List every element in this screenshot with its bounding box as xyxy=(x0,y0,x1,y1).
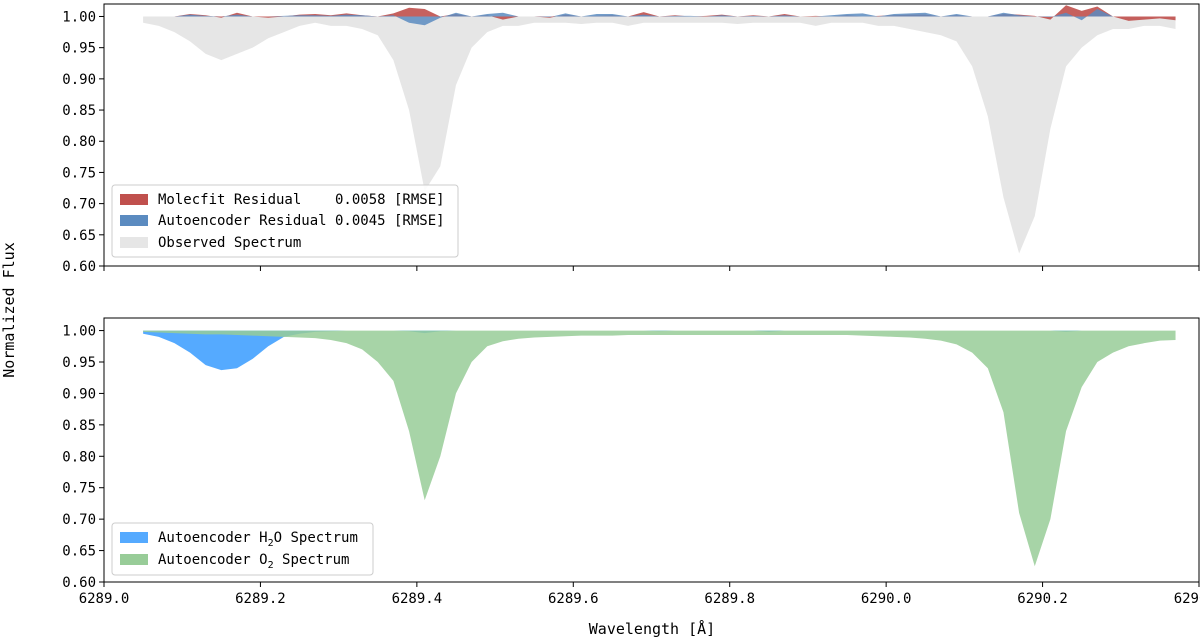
bottom-x-tick-label: 6289.8 xyxy=(704,591,755,607)
legend-swatch-h2o xyxy=(120,532,148,543)
top-x-ticks xyxy=(103,266,1200,271)
legend-label-autoencoder-residual: Autoencoder Residual 0.0045 [RMSE] xyxy=(158,213,445,229)
bottom-y-tick-label: 0.60 xyxy=(62,575,96,591)
bottom-series-autoencoder-o2-spectrum xyxy=(143,330,1176,567)
top-series-observed-spectrum xyxy=(143,16,1176,254)
top-legend-box xyxy=(111,184,459,258)
top-legend: Molecfit Residual 0.0058 [RMSE] Autoenco… xyxy=(111,184,459,258)
legend-swatch-molecfit xyxy=(120,194,148,205)
bottom-x-tick-label: 6289.0 xyxy=(79,591,130,607)
x-axis-title: Wavelength [Å] xyxy=(589,619,715,638)
legend-label-o2-sub: 2 xyxy=(268,560,274,571)
legend-label-o2: Autoencoder O2 Spectrum xyxy=(158,552,349,571)
top-y-tick-label: 0.95 xyxy=(62,41,96,57)
top-panel: 0.60 0.65 0.70 0.75 0.80 0.85 0.90 0.95 1.00 Mol… xyxy=(62,3,1200,275)
top-y-tick-label: 0.90 xyxy=(62,72,96,88)
legend-label-observed: Observed Spectrum xyxy=(158,235,301,251)
top-y-tick-label: 0.85 xyxy=(62,103,96,119)
legend-label-molecfit: Molecfit Residual 0.0058 [RMSE] xyxy=(158,192,445,208)
bottom-y-tick-label: 0.95 xyxy=(62,355,96,371)
top-y-tick-label: 0.60 xyxy=(62,259,96,275)
legend-label-h2o-sub: 2 xyxy=(268,538,274,549)
bottom-y-ticks: 0.60 0.65 0.70 0.75 0.80 0.85 0.90 0.95 1.00 xyxy=(62,324,104,591)
legend-swatch-autoencoder-residual xyxy=(120,215,148,226)
bottom-y-tick-label: 0.90 xyxy=(62,386,96,402)
top-y-tick-label: 0.65 xyxy=(62,228,96,244)
bottom-x-tick-label: 6289.6 xyxy=(548,591,599,607)
legend-label-h2o-tail: O Spectrum xyxy=(274,530,358,546)
y-axis-title: Normalized Flux xyxy=(0,242,18,377)
bottom-y-tick-label: 0.65 xyxy=(62,544,96,560)
legend-label-h2o-main: Autoencoder H xyxy=(158,530,268,546)
bottom-x-tick-label: 6290.4 xyxy=(1174,591,1200,607)
bottom-y-tick-label: 1.00 xyxy=(62,324,96,340)
top-y-tick-label: 1.00 xyxy=(62,9,96,25)
bottom-x-tick-label: 6289.4 xyxy=(392,591,443,607)
top-axes-frame xyxy=(103,3,1200,267)
bottom-axes-frame xyxy=(103,317,1200,583)
top-y-tick-label: 0.75 xyxy=(62,165,96,181)
bottom-series-layer xyxy=(143,330,1176,567)
top-series-autoencoder-residual xyxy=(143,8,1176,26)
legend-swatch-o2 xyxy=(120,554,148,565)
bottom-legend-box xyxy=(111,522,374,576)
top-y-tick-label: 0.70 xyxy=(62,197,96,213)
bottom-y-tick-label: 0.80 xyxy=(62,449,96,465)
bottom-legend: Autoencoder H2O Spectrum Autoencoder O2 … xyxy=(111,522,374,576)
top-y-ticks: 0.60 0.65 0.70 0.75 0.80 0.85 0.90 0.95 1.00 xyxy=(62,9,104,275)
bottom-x-tick-label: 6290.2 xyxy=(1017,591,1068,607)
bottom-x-ticks: 6289.0 6289.2 6289.4 6289.6 6289.8 6290.0 6290… xyxy=(79,582,1200,607)
top-series-layer xyxy=(143,5,1176,254)
bottom-x-tick-label: 6290.0 xyxy=(861,591,912,607)
bottom-y-tick-label: 0.75 xyxy=(62,481,96,497)
legend-label-o2-main: Autoencoder O xyxy=(158,552,268,568)
bottom-y-tick-label: 0.85 xyxy=(62,418,96,434)
top-y-tick-label: 0.80 xyxy=(62,134,96,150)
legend-label-h2o: Autoencoder H2O Spectrum xyxy=(158,530,358,549)
bottom-y-tick-label: 0.70 xyxy=(62,512,96,528)
bottom-panel: 0.60 0.65 0.70 0.75 0.80 0.85 0.90 0.95 1.00 628… xyxy=(62,317,1200,607)
legend-swatch-observed xyxy=(120,237,148,248)
bottom-x-tick-label: 6289.2 xyxy=(235,591,286,607)
legend-label-o2-tail: Spectrum xyxy=(274,552,350,568)
